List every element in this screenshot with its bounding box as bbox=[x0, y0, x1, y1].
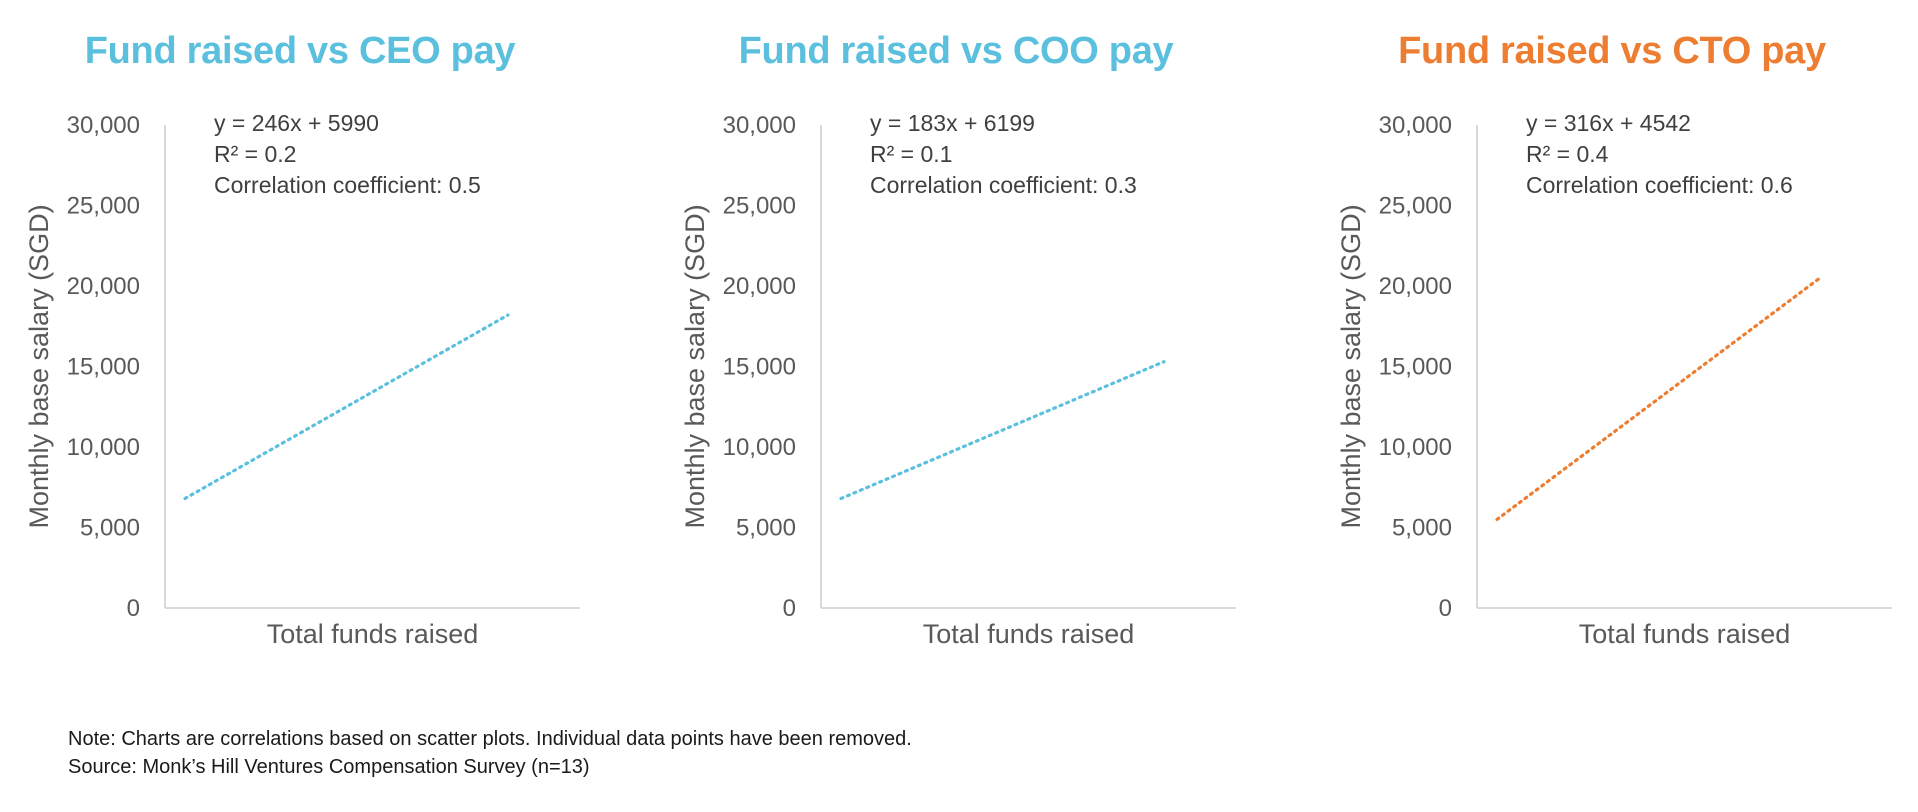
chart-svg-coo: 0 5,000 10,000 15,000 20,000 25,000 30,000 Mont… bbox=[680, 110, 1236, 649]
chart-panel-ceo: Fund raised vs CEO pay 0 5,000 10,000 15,00… bbox=[0, 0, 600, 700]
footer-source: Source: Monk’s Hill Ventures Compensatio… bbox=[68, 756, 590, 778]
y-tick-label: 25,000 bbox=[723, 193, 796, 220]
y-tick-label: 0 bbox=[783, 595, 796, 622]
equation-annotation: y = 316x + 4542 bbox=[1526, 110, 1691, 136]
equation-annotation: y = 183x + 6199 bbox=[870, 110, 1035, 136]
equation-annotation: R² = 0.1 bbox=[870, 141, 952, 167]
y-tick-label: 5,000 bbox=[1392, 515, 1452, 542]
y-tick-label: 30,000 bbox=[723, 112, 796, 139]
chart-panel-cto: Fund raised vs CTO pay 0 5,000 10,000 15,00… bbox=[1312, 0, 1912, 700]
equation-annotation: y = 246x + 5990 bbox=[214, 110, 379, 136]
y-tick-label: 0 bbox=[127, 595, 140, 622]
equation-annotation: Correlation coefficient: 0.3 bbox=[870, 172, 1137, 198]
x-axis-title: Total funds raised bbox=[923, 619, 1135, 649]
y-tick-label: 0 bbox=[1439, 595, 1452, 622]
y-axis-title: Monthly base salary (SGD) bbox=[1336, 204, 1366, 528]
chart-svg-ceo: 0 5,000 10,000 15,000 20,000 25,000 30,000 Mont… bbox=[24, 110, 580, 649]
y-tick-label: 15,000 bbox=[1379, 354, 1452, 381]
y-tick-label: 25,000 bbox=[67, 193, 140, 220]
y-tick-label: 20,000 bbox=[1379, 273, 1452, 300]
equation-annotation: Correlation coefficient: 0.6 bbox=[1526, 172, 1793, 198]
y-tick-label: 15,000 bbox=[67, 354, 140, 381]
y-axis-title: Monthly base salary (SGD) bbox=[24, 204, 54, 528]
chart-title-cto: Fund raised vs CTO pay bbox=[1398, 30, 1826, 72]
trendline bbox=[1495, 276, 1822, 522]
y-tick-label: 30,000 bbox=[1379, 112, 1452, 139]
chart-title-ceo: Fund raised vs CEO pay bbox=[84, 30, 516, 72]
x-axis-title: Total funds raised bbox=[1579, 619, 1791, 649]
footer-note: Note: Charts are correlations based on s… bbox=[68, 728, 912, 750]
trendline bbox=[183, 313, 510, 501]
equation-annotation: Correlation coefficient: 0.5 bbox=[214, 172, 481, 198]
chart-panel-coo: Fund raised vs COO pay 0 5,000 10,000 15,00… bbox=[656, 0, 1256, 700]
y-tick-label: 20,000 bbox=[723, 273, 796, 300]
equation-annotation: R² = 0.2 bbox=[214, 141, 296, 167]
y-axis-title: Monthly base salary (SGD) bbox=[680, 204, 710, 528]
y-tick-label: 10,000 bbox=[1379, 434, 1452, 461]
y-tick-label: 30,000 bbox=[67, 112, 140, 139]
chart-title-coo: Fund raised vs COO pay bbox=[738, 30, 1174, 72]
equation-annotation: R² = 0.4 bbox=[1526, 141, 1609, 167]
y-tick-label: 5,000 bbox=[80, 515, 140, 542]
y-tick-label: 10,000 bbox=[723, 434, 796, 461]
x-axis-title: Total funds raised bbox=[267, 619, 479, 649]
y-tick-label: 15,000 bbox=[723, 354, 796, 381]
y-tick-label: 20,000 bbox=[67, 273, 140, 300]
chart-svg-cto: 0 5,000 10,000 15,000 20,000 25,000 30,000 Mont… bbox=[1336, 110, 1892, 649]
trendline bbox=[839, 360, 1166, 501]
y-tick-label: 5,000 bbox=[736, 515, 796, 542]
y-tick-label: 10,000 bbox=[67, 434, 140, 461]
y-tick-label: 25,000 bbox=[1379, 193, 1452, 220]
